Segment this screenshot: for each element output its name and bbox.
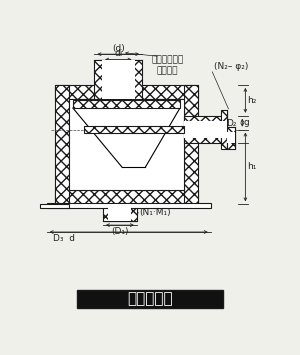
Text: g: g: [244, 118, 250, 127]
Text: D₃  d: D₃ d: [53, 234, 75, 242]
Text: D₂: D₂: [226, 119, 236, 128]
Bar: [108, 204, 131, 221]
Bar: [221, 121, 227, 138]
Text: h₂: h₂: [247, 96, 256, 105]
Text: h₁: h₁: [247, 163, 256, 171]
Bar: [47, 203, 211, 208]
Bar: [227, 126, 235, 149]
Bar: [184, 85, 198, 204]
Bar: [184, 121, 221, 138]
Text: 与主体相应部
位同尺寸: 与主体相应部 位同尺寸: [152, 56, 184, 76]
Bar: [73, 100, 180, 108]
Text: (D₁): (D₁): [111, 226, 129, 236]
Text: 气液分离器: 气液分离器: [127, 291, 173, 306]
Bar: [102, 60, 134, 99]
Bar: [55, 190, 198, 204]
Bar: [40, 204, 69, 208]
Text: di: di: [114, 49, 122, 58]
Text: (N₁·M₁): (N₁·M₁): [139, 208, 171, 217]
Bar: [69, 99, 184, 190]
Bar: [85, 126, 184, 133]
Bar: [77, 290, 223, 308]
Text: (N₂– φ₂): (N₂– φ₂): [214, 62, 248, 71]
Bar: [103, 204, 137, 221]
Bar: [55, 85, 69, 204]
Bar: [184, 116, 221, 143]
Bar: [227, 132, 235, 143]
Text: (d): (d): [112, 44, 125, 53]
Bar: [55, 85, 198, 99]
Bar: [221, 110, 227, 149]
Bar: [94, 60, 142, 99]
